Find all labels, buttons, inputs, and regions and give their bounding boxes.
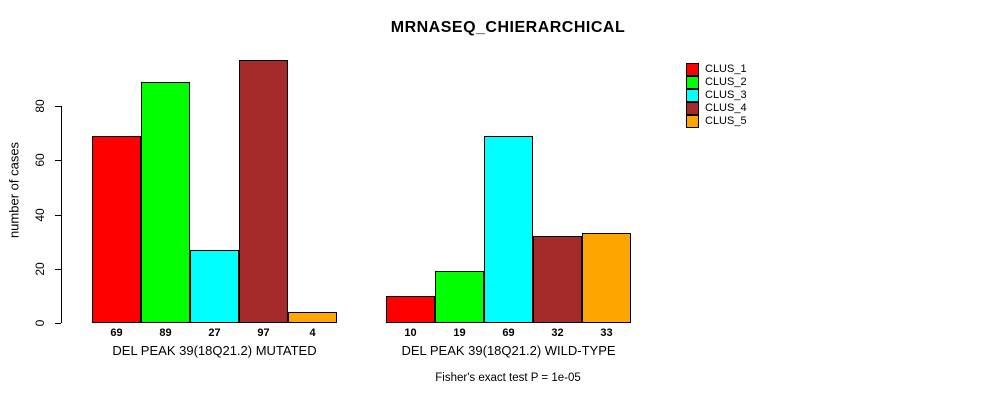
bar-clus_4-group0 (239, 60, 288, 323)
bar-clus_3-group1 (484, 136, 533, 323)
legend-swatch-clus_5 (686, 115, 699, 128)
bar-value-label: 89 (159, 327, 172, 339)
bar-clus_2-group0 (141, 82, 190, 323)
legend-label: CLUS_2 (705, 76, 747, 88)
legend-item-clus_5: CLUS_5 (686, 115, 747, 128)
y-axis-tick (55, 268, 61, 270)
y-axis-label: number of cases (6, 141, 22, 239)
bar-clus_3-group0 (190, 250, 239, 323)
y-axis-tick (55, 106, 61, 107)
bar-value-label: 4 (309, 327, 316, 339)
bar-clus_2-group1 (435, 271, 484, 323)
y-axis-tick-label: 20 (33, 262, 47, 276)
bar-value-label: 97 (257, 327, 270, 339)
y-axis-tick (55, 323, 61, 324)
bar-clus_5-group0 (288, 312, 337, 323)
bar-clus_1-group1 (386, 296, 435, 323)
legend-label: CLUS_3 (705, 89, 747, 101)
legend-item-clus_1: CLUS_1 (686, 63, 747, 76)
group-label-wild-type: DEL PEAK 39(18Q21.2) WILD-TYPE (401, 343, 616, 358)
bar-value-label: 32 (551, 327, 564, 339)
legend-swatch-clus_1 (686, 63, 699, 76)
y-axis-tick (55, 214, 61, 216)
bar-value-label: 10 (404, 327, 417, 339)
bar-clus_5-group1 (582, 233, 631, 323)
chart-title: MRNASEQ_CHIERARCHICAL (390, 19, 626, 36)
bar-value-label: 69 (502, 327, 515, 339)
bar-value-label: 33 (600, 327, 613, 339)
legend-label: CLUS_4 (705, 102, 747, 114)
legend: CLUS_1 CLUS_2 CLUS_3 CLUS_4 CLUS_5 (686, 63, 747, 128)
y-axis-tick-label: 60 (33, 153, 47, 167)
bar-clus_4-group1 (533, 236, 582, 323)
y-axis-line (61, 106, 62, 323)
y-axis-tick-label: 40 (33, 207, 47, 222)
fisher-test-annotation: Fisher's exact test P = 1e-05 (435, 372, 581, 384)
bar-clus_1-group0 (92, 136, 141, 323)
group-label-mutated: DEL PEAK 39(18Q21.2) MUTATED (112, 343, 317, 358)
legend-item-clus_4: CLUS_4 (686, 102, 747, 115)
legend-item-clus_2: CLUS_2 (686, 76, 747, 89)
legend-swatch-clus_4 (686, 102, 699, 115)
y-axis-tick (55, 160, 61, 162)
bar-value-label: 27 (208, 327, 221, 339)
legend-label: CLUS_1 (705, 63, 747, 75)
bar-value-label: 69 (110, 327, 123, 339)
legend-swatch-clus_3 (686, 89, 699, 102)
y-axis-tick-label: 80 (33, 99, 47, 113)
legend-label: CLUS_5 (705, 115, 747, 127)
bar-value-label: 19 (453, 327, 466, 339)
legend-swatch-clus_2 (686, 76, 699, 89)
legend-item-clus_3: CLUS_3 (686, 89, 747, 102)
y-axis-tick-label: 0 (33, 319, 47, 327)
